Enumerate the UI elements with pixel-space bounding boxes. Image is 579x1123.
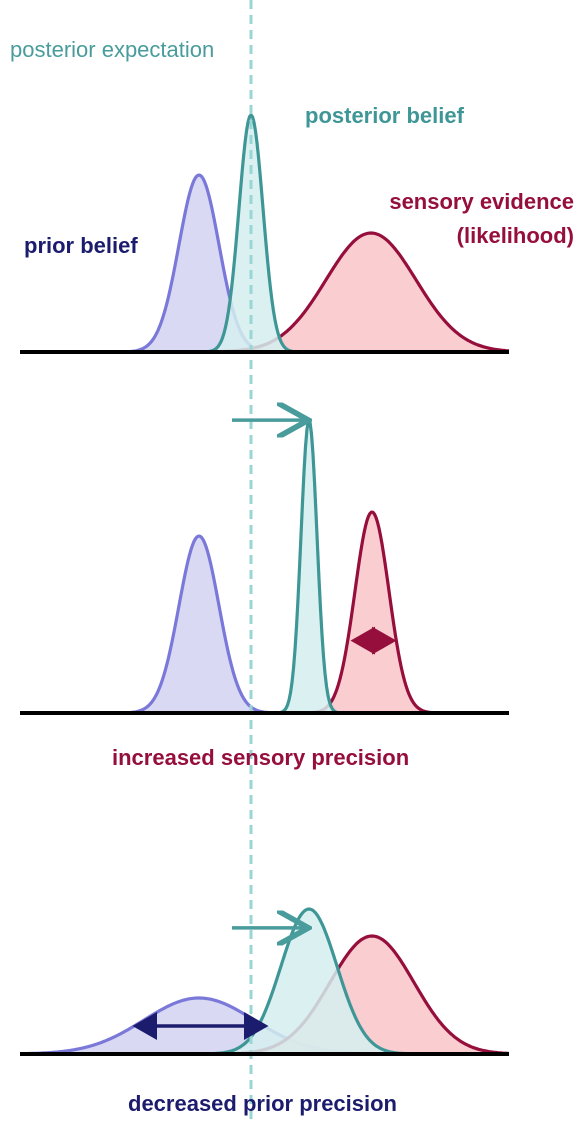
sensory-evidence-label: sensory evidence <box>389 189 574 214</box>
posterior-belief-label: posterior belief <box>305 103 464 128</box>
posterior-expectation-label: posterior expectation <box>10 37 215 62</box>
increased_sensory_precision-prior-fill <box>119 536 279 713</box>
increased_sensory_precision-posterior-fill <box>277 420 341 713</box>
decreased-prior-precision-label: decreased prior precision <box>128 1091 397 1116</box>
decreased_prior_precision-posterior-fill <box>197 909 421 1054</box>
baseline-prior-fill <box>119 175 279 352</box>
increased-sensory-precision-label: increased sensory precision <box>112 745 410 770</box>
likelihood-label: (likelihood) <box>456 223 574 248</box>
prior-belief-label: prior belief <box>24 233 138 258</box>
baseline-sensory-fill <box>191 233 509 352</box>
baseline-posterior-curve <box>202 113 300 354</box>
decreased_prior_precision-sensory-fill <box>204 936 509 1054</box>
increased_sensory_precision-sensory-fill <box>304 512 440 713</box>
arrows-and-axes <box>20 350 509 1056</box>
decreased_prior_precision-posterior-curve <box>196 907 421 1056</box>
